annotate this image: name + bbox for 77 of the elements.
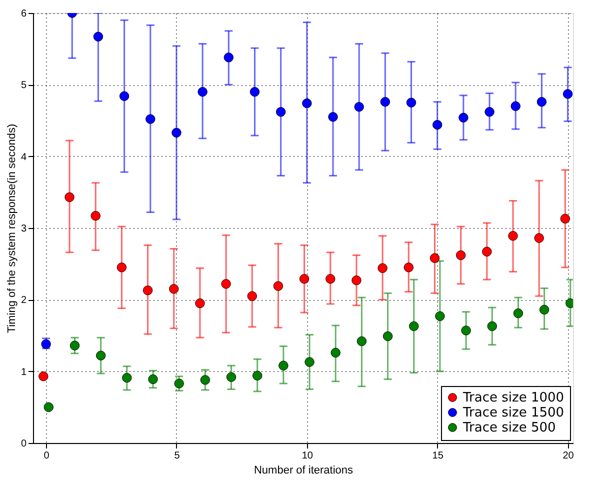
point [482, 246, 492, 256]
point [302, 98, 312, 108]
point [198, 86, 208, 97]
point [93, 32, 104, 42]
point [508, 231, 518, 241]
point [435, 311, 445, 321]
point [352, 275, 362, 286]
point [116, 262, 127, 272]
x-tick-label: 20 [562, 450, 574, 462]
point [378, 263, 388, 273]
point [456, 250, 466, 260]
point [534, 233, 544, 243]
point [562, 89, 573, 99]
point [432, 120, 442, 130]
y-tick-label: 2 [20, 295, 27, 306]
point [510, 101, 520, 112]
point [354, 102, 364, 112]
point [380, 97, 390, 107]
y-axis-title: Timing of the system response(in seconds) [6, 124, 18, 334]
x-axis-title: Number of iterations [254, 464, 354, 476]
x-tick-label: 0 [44, 450, 50, 462]
legend-label: Trace size 500 [462, 420, 556, 436]
point [250, 86, 260, 97]
point [221, 279, 231, 289]
y-tick-label: 3 [20, 224, 27, 234]
x-tick-label: 10 [302, 450, 314, 462]
y-tick-label: 1 [20, 366, 27, 378]
point [273, 281, 284, 291]
legend-label: Trace size 1500 [462, 406, 564, 420]
x-tick-label: 15 [432, 450, 444, 462]
point [356, 336, 367, 346]
y-tick-label: 4 [20, 152, 27, 163]
point [195, 298, 205, 308]
point [487, 321, 497, 332]
point [326, 274, 336, 284]
point [96, 350, 106, 360]
point [560, 214, 570, 224]
point [200, 375, 210, 385]
y-tick-label: 0 [20, 438, 27, 450]
point [172, 128, 182, 138]
point [299, 274, 310, 284]
point [38, 372, 48, 382]
point [304, 357, 314, 367]
point [146, 114, 156, 124]
point [122, 372, 132, 383]
point [461, 326, 471, 336]
point [226, 372, 236, 382]
point [174, 378, 184, 388]
point [536, 97, 547, 107]
point [406, 98, 416, 108]
point [328, 112, 338, 122]
x-tick-label: 5 [174, 450, 180, 462]
point [458, 112, 468, 122]
y-tick-label: 5 [20, 80, 27, 92]
point [252, 370, 262, 380]
point [513, 308, 524, 318]
point [64, 192, 74, 202]
point [404, 262, 414, 272]
point [539, 304, 550, 315]
point [382, 331, 393, 342]
point [276, 107, 286, 117]
point [484, 107, 494, 117]
point [247, 291, 257, 301]
point [119, 91, 130, 101]
point [169, 284, 179, 294]
legend-label: Trace size 1000 [462, 390, 564, 406]
point [90, 210, 100, 221]
point [430, 253, 440, 263]
y-tick-label: 6 [20, 8, 27, 20]
point [278, 360, 288, 370]
point [70, 340, 80, 350]
point [409, 321, 419, 332]
point [148, 374, 158, 384]
point [44, 402, 54, 412]
point [330, 348, 340, 358]
point [142, 286, 153, 296]
point [224, 52, 234, 62]
